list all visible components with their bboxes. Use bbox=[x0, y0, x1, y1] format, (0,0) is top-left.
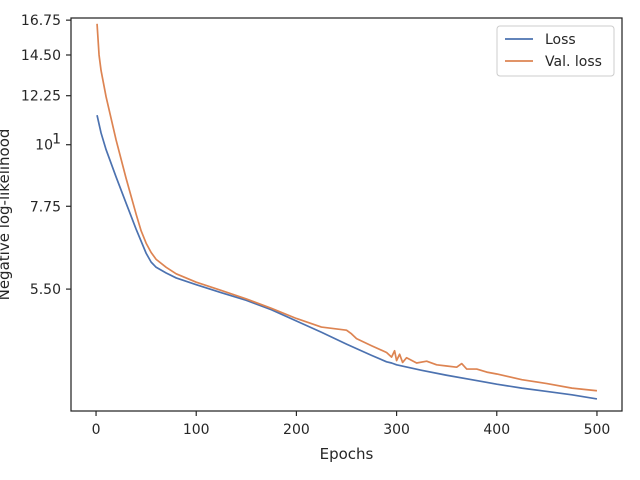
x-tick-label: 400 bbox=[483, 422, 510, 438]
x-tick-label: 0 bbox=[92, 422, 101, 438]
y-tick-label: 12.25 bbox=[21, 89, 61, 105]
x-tick-label: 200 bbox=[283, 422, 310, 438]
x-tick-label: 100 bbox=[183, 422, 210, 438]
legend-label: Val. loss bbox=[545, 54, 602, 70]
series-line bbox=[96, 23, 598, 392]
x-axis-ticks: 0 100 200 300 400 500 bbox=[92, 411, 611, 438]
y-tick-label-exponent: 1 bbox=[52, 132, 61, 148]
y-tick-label: 5.50 bbox=[30, 282, 61, 298]
plot-frame bbox=[70, 17, 623, 412]
y-tick-label: 7.75 bbox=[30, 199, 61, 215]
legend-label: Loss bbox=[545, 32, 576, 48]
x-tick-label: 500 bbox=[584, 422, 611, 438]
series-line bbox=[96, 115, 598, 400]
y-tick-label: 10 bbox=[35, 138, 53, 154]
y-tick-label: 14.50 bbox=[21, 48, 61, 64]
legend: Loss Val. loss bbox=[496, 25, 615, 77]
y-tick-label: 16.75 bbox=[21, 13, 61, 29]
y-axis-ticks: 5.50 7.75 10 1 12.25 14.50 16.75 bbox=[21, 13, 71, 298]
x-axis-label: Epochs bbox=[320, 445, 374, 463]
series-lines bbox=[96, 23, 598, 400]
x-tick-label: 300 bbox=[383, 422, 410, 438]
y-axis-label: Negative log-likelihood bbox=[0, 129, 13, 301]
